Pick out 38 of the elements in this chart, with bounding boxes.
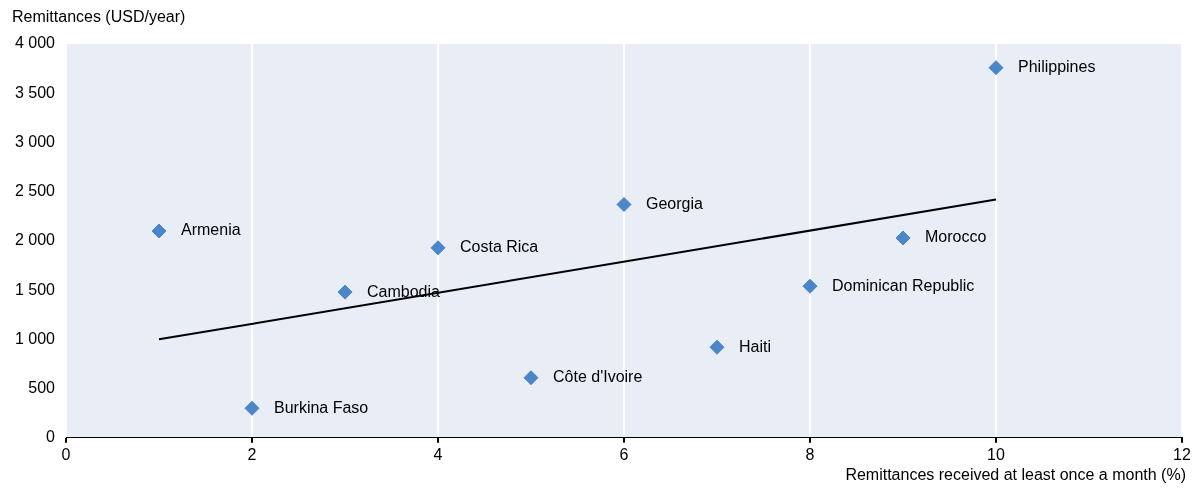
annotation: Costa Rica (460, 238, 539, 256)
y-tick-label: 1 500 (14, 280, 56, 298)
point (430, 240, 446, 256)
annotation: Armenia (181, 221, 241, 239)
x-tick-label: 12 (1173, 445, 1191, 463)
y-tick-label: 4 000 (14, 34, 56, 52)
point (523, 370, 539, 386)
annotation: Cambodia (367, 282, 441, 300)
point (616, 196, 632, 212)
x-tick-label: 4 (433, 445, 443, 463)
annotation: Côte d'Ivoire (553, 368, 643, 386)
y-tick-label: 0 (46, 428, 56, 446)
y-tick-label: 3 000 (14, 132, 56, 150)
point (709, 339, 725, 355)
point (895, 230, 911, 246)
point (988, 60, 1004, 76)
y-tick-label: 3 500 (14, 83, 56, 101)
annotation: Haiti (739, 337, 772, 355)
x-tick-label: 6 (619, 445, 629, 463)
annotation: Morocco (925, 228, 987, 246)
point (337, 284, 353, 300)
y-tick-label: 2 500 (14, 182, 56, 200)
point (802, 278, 818, 294)
y-tick-label: 500 (28, 378, 56, 396)
annotation: Georgia (646, 194, 704, 212)
y-tick-label: 1 000 (14, 329, 56, 347)
point (151, 223, 167, 239)
y-axis-title: Remittances (USD/year) (12, 8, 186, 26)
annotation: Philippines (1018, 58, 1096, 76)
annotation: Burkina Faso (274, 398, 369, 416)
x-tick-label: 2 (247, 445, 257, 463)
x-tick-label: 8 (805, 445, 815, 463)
point (244, 400, 260, 416)
y-tick-label: 2 000 (14, 231, 56, 249)
annotation: Dominican Republic (832, 276, 975, 294)
x-tick-label: 0 (61, 445, 71, 463)
x-axis-title: Remittances received at least once a month (%) (845, 466, 1186, 484)
x-tick-label: 10 (987, 445, 1005, 463)
